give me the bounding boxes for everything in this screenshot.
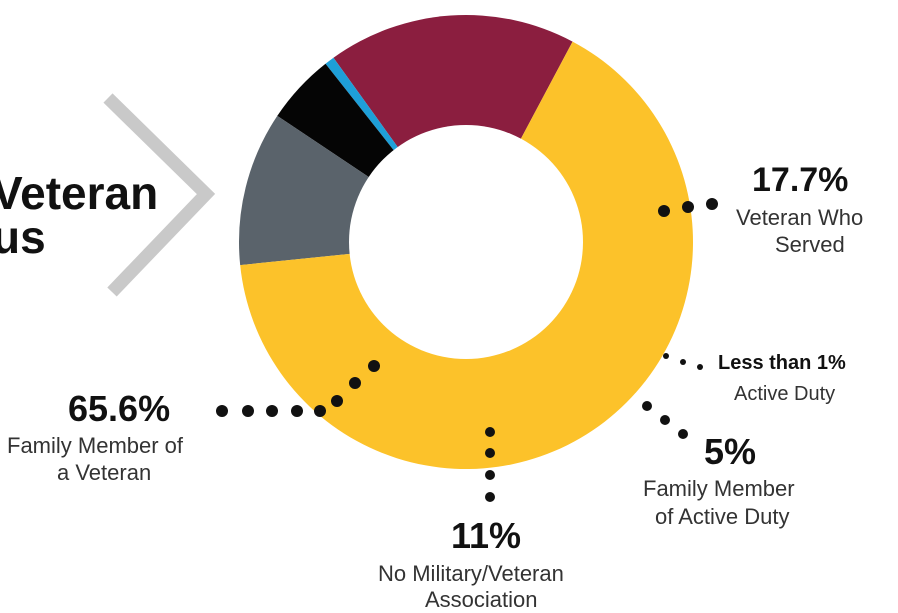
veteran-leader-dot: [658, 205, 670, 217]
no-military-pct-label: 11%: [451, 515, 522, 556]
family-veteran-leader-dot: [349, 377, 361, 389]
family-active-desc-line1: Family Member: [643, 476, 795, 501]
veteran-leader-dot: [682, 201, 694, 213]
family-active-leader-dot: [678, 429, 688, 439]
active-leader-dot: [697, 364, 703, 370]
active-duty-desc-line1: Active Duty: [734, 383, 836, 405]
family-active-leader-dot: [660, 415, 670, 425]
family-veteran-desc-line2: a Veteran: [57, 460, 152, 485]
no-military-desc-line2: Association: [425, 587, 538, 612]
family-veteran-pct-label: 65.6%: [68, 388, 171, 429]
family-veteran-leader-dot: [331, 395, 343, 407]
active-leader-dot: [663, 353, 669, 359]
family-veteran-leader-dot: [368, 360, 380, 372]
no-military-leader-dot: [485, 492, 495, 502]
family-active-leader-dot: [642, 401, 652, 411]
family-veteran-leader-dot: [291, 405, 303, 417]
family-active-pct-label: 5%: [704, 431, 757, 472]
veteran-pct-label: 17.7%: [752, 161, 849, 199]
family-veteran-leader-dot: [242, 405, 254, 417]
family-active-desc-line2: of Active Duty: [655, 504, 790, 529]
veteran-leader-dot: [706, 198, 718, 210]
chart-title-line1: Veteran: [0, 167, 159, 219]
family-veteran-leader-dot: [266, 405, 278, 417]
chart-title-line2: us: [0, 211, 46, 263]
chevron-right-icon: [103, 93, 216, 297]
no-military-leader-dot: [485, 427, 495, 437]
family-veteran-desc-line1: Family Member of: [7, 433, 184, 458]
veteran-desc-line1: Veteran Who: [736, 205, 864, 230]
no-military-desc-line1: No Military/Veteran: [378, 561, 564, 586]
no-military-leader-dot: [485, 448, 495, 458]
no-military-leader-dot: [485, 470, 495, 480]
donut-hole: [349, 125, 583, 359]
active-leader-dot: [680, 359, 686, 365]
family-veteran-leader-dot: [216, 405, 228, 417]
active-duty-pct-label: Less than 1%: [718, 352, 846, 374]
family-veteran-leader-dot: [314, 405, 326, 417]
veteran-desc-line2: Served: [775, 232, 845, 257]
